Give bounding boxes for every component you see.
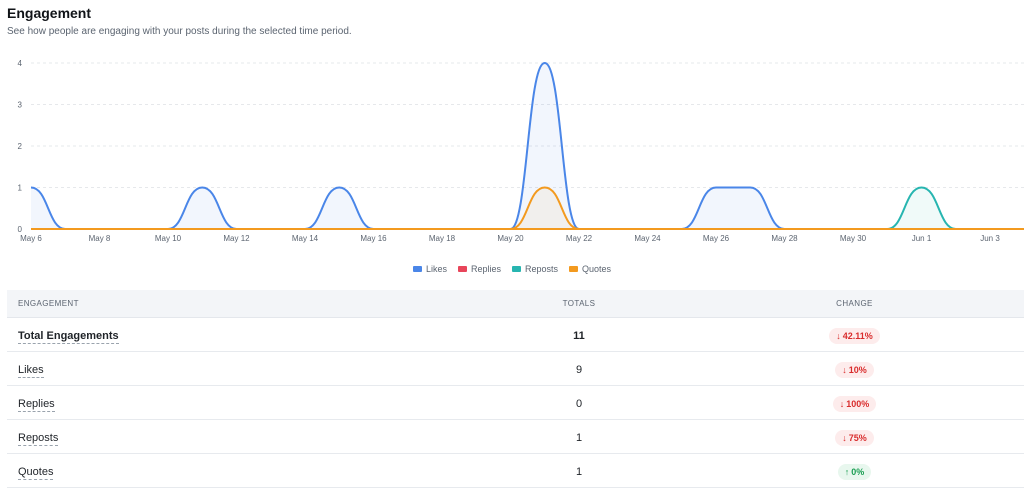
y-tick-label: 1 (18, 184, 23, 193)
legend-swatch-replies (457, 266, 467, 272)
table-row-replies: Replies 0 ↓ 100% (7, 386, 1024, 420)
row-label[interactable]: Reposts (18, 431, 59, 446)
y-tick-label: 3 (18, 101, 23, 110)
x-tick-label: May 22 (566, 234, 593, 243)
legend-label-likes: Likes (425, 264, 447, 274)
change-value: 100% (846, 398, 870, 409)
change-value: 42.11% (842, 330, 873, 341)
arrow-down-icon: ↓ (836, 330, 841, 341)
legend-label-replies: Replies (470, 264, 501, 274)
chart-legend: Likes Replies Reposts Quotes (0, 264, 1024, 274)
x-tick-label: May 20 (497, 234, 524, 243)
series-line-quotes (30, 186, 990, 230)
arrow-down-icon: ↓ (842, 432, 847, 443)
legend-item-reposts[interactable]: Reposts (511, 264, 559, 274)
legend-item-quotes[interactable]: Quotes (569, 264, 611, 274)
header-change: CHANGE (836, 299, 873, 308)
series-area-likes (31, 63, 990, 229)
arrow-up-icon: ↑ (844, 466, 850, 477)
table-row-quotes: Quotes 1 ↑ 0% (7, 454, 1024, 488)
x-tick-label: May 28 (771, 234, 798, 243)
legend-swatch-quotes (569, 266, 579, 272)
header-engagement: ENGAGEMENT (18, 299, 79, 308)
change-badge: ↓ 42.11% (829, 327, 880, 344)
table-row-reposts: Reposts 1 ↓ 75% (7, 420, 1024, 454)
series-line-reposts (30, 186, 990, 230)
series-area-reposts (31, 187, 990, 229)
arrow-down-icon: ↓ (839, 398, 845, 409)
x-tick-label: May 24 (634, 234, 661, 243)
change-value: 75% (848, 432, 867, 443)
legend-item-replies[interactable]: Replies (457, 264, 501, 274)
chart-series (30, 62, 990, 230)
series-area-quotes (31, 187, 990, 229)
x-tick-label: Jun 1 (912, 234, 932, 243)
chart-axes: 0 1 2 3 4 May 6 May 8 May 10 May 12 May 14 May 16 M… (18, 59, 1024, 243)
page-title: Engagement (7, 5, 92, 21)
y-tick-label: 4 (18, 59, 23, 68)
section-header: Engagement See how people are engaging w… (7, 5, 352, 38)
row-label[interactable]: Likes (18, 363, 44, 378)
x-tick-label: May 12 (223, 234, 250, 243)
legend-label-reposts: Reposts (524, 264, 559, 274)
row-label[interactable]: Total Engagements (18, 329, 119, 344)
change-badge: ↓ 100% (832, 395, 877, 412)
y-tick-label: 2 (18, 142, 23, 151)
y-tick-label: 0 (18, 225, 23, 234)
x-tick-label: May 10 (155, 234, 182, 243)
arrow-down-icon: ↓ (842, 364, 847, 375)
x-tick-label: May 18 (429, 234, 456, 243)
change-value: 10% (848, 364, 867, 375)
x-tick-label: May 14 (292, 234, 319, 243)
change-value: 0% (851, 466, 865, 477)
change-badge: ↑ 0% (837, 463, 872, 480)
engagement-table: ENGAGEMENT TOTALS CHANGE Total Engagemen… (7, 290, 1024, 488)
row-total: 1 (575, 465, 583, 478)
x-tick-label: May 8 (89, 234, 111, 243)
legend-swatch-likes (412, 266, 422, 272)
table-row-likes: Likes 9 ↓ 10% (7, 352, 1024, 386)
change-badge: ↓ 10% (835, 361, 874, 378)
series-line-likes (30, 62, 990, 230)
row-total: 9 (575, 363, 583, 376)
x-tick-label: May 6 (20, 234, 42, 243)
x-tick-label: May 16 (360, 234, 387, 243)
row-label[interactable]: Quotes (18, 465, 54, 480)
x-tick-label: Jun 3 (980, 234, 1000, 243)
row-total: 1 (575, 431, 583, 444)
legend-item-likes[interactable]: Likes (412, 264, 447, 274)
change-badge: ↓ 75% (835, 429, 874, 446)
row-total: 11 (573, 329, 585, 342)
x-tick-label: May 30 (840, 234, 867, 243)
page-subtitle: See how people are engaging with your po… (7, 26, 352, 37)
legend-swatch-reposts (511, 266, 521, 272)
x-tick-label: May 26 (703, 234, 730, 243)
row-total: 0 (575, 397, 583, 410)
legend-label-quotes: Quotes (582, 264, 612, 274)
table-row-total-engagements: Total Engagements 11 ↓ 42.11% (7, 318, 1024, 352)
table-header: ENGAGEMENT TOTALS CHANGE (7, 290, 1024, 318)
row-label[interactable]: Replies (18, 397, 55, 412)
header-totals: TOTALS (562, 299, 596, 308)
engagement-chart: 0 1 2 3 4 May 6 May 8 May 10 May 12 May 14 May 16 M… (18, 59, 1024, 243)
